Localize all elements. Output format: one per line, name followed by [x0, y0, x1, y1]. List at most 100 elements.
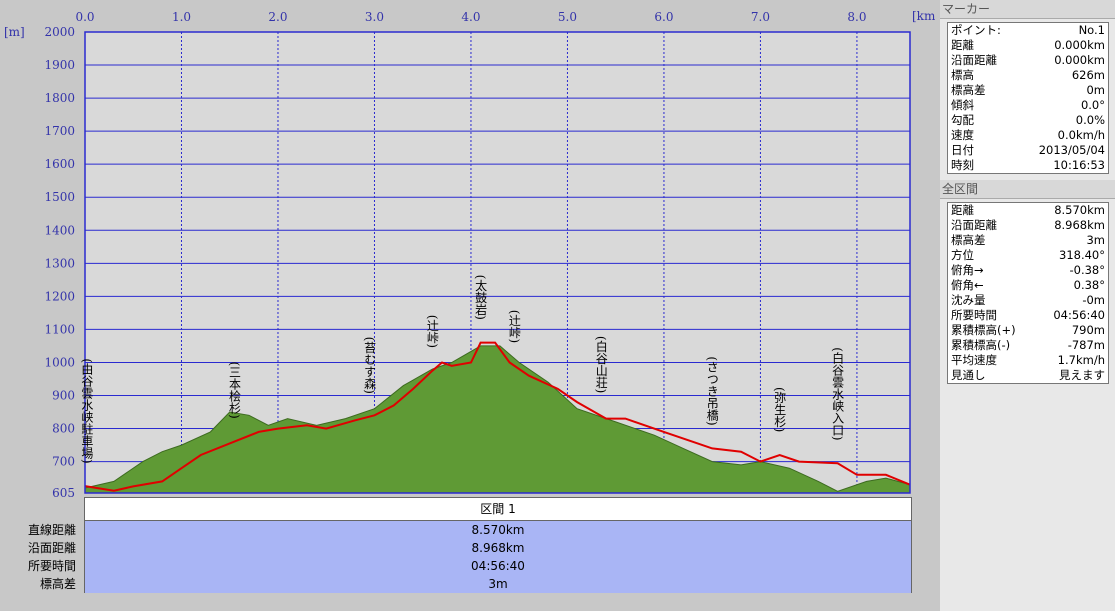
place-label: (白谷雲水峡入口)	[831, 347, 845, 440]
row-value: 0.000km	[1054, 38, 1105, 52]
panel-row: 俯角← 0.38°	[948, 278, 1108, 293]
panel-row: 累積標高(+) 790m	[948, 323, 1108, 338]
row-value: No.1	[1078, 23, 1105, 37]
row-value: 8.968km	[1054, 218, 1105, 232]
y-tick-label: 800	[52, 422, 75, 436]
row-value: 0m	[1086, 83, 1105, 97]
y-tick-label: 900	[52, 389, 75, 403]
row-label: 沿面距離	[951, 53, 997, 67]
x-tick-label: 6.0	[654, 10, 673, 24]
panel-row: 所要時間 04:56:40	[948, 308, 1108, 323]
x-tick-label: 1.0	[172, 10, 191, 24]
section-header: 区間 1	[84, 497, 912, 521]
row-value: 3m	[1086, 233, 1105, 247]
panel-row: 時刻 10:16:53	[948, 158, 1108, 173]
panel-row: 標高差 3m	[948, 233, 1108, 248]
row-label: 距離	[951, 203, 974, 217]
row-label: 時刻	[951, 158, 974, 172]
panel-row: 傾斜 0.0°	[948, 98, 1108, 113]
panel-row: 速度 0.0km/h	[948, 128, 1108, 143]
row-label: 沈み量	[951, 293, 986, 307]
y-tick-label: 1700	[44, 124, 75, 138]
row-value: 1.7km/h	[1057, 353, 1105, 367]
panel-row: 俯角→ -0.38°	[948, 263, 1108, 278]
x-tick-label: 4.0	[461, 10, 480, 24]
y-tick-label: 1900	[44, 58, 75, 72]
row-label: 累積標高(+)	[951, 323, 1016, 337]
row-value: 3m	[84, 575, 912, 593]
panel-row: 沿面距離 0.000km	[948, 53, 1108, 68]
panel-row: 標高差 0m	[948, 83, 1108, 98]
row-label: 距離	[951, 38, 974, 52]
y-tick-label: 700	[52, 455, 75, 469]
y-tick-label: 1300	[44, 256, 75, 270]
y-tick-label: 2000	[44, 25, 75, 39]
y-axis-label: [m]	[4, 25, 25, 39]
panel-row: 距離 8.570km	[948, 203, 1108, 218]
section-row: 沿面距離 8.968km	[28, 539, 912, 557]
y-tick-label: 1800	[44, 91, 75, 105]
terrain-area	[84, 345, 911, 494]
row-value: 0.0°	[1080, 98, 1105, 112]
panel-row: ポイント: No.1	[948, 23, 1108, 38]
panel-table: ポイント: No.1 距離 0.000km 沿面距離 0.000km 標高 626m 標高差 0m…	[947, 22, 1109, 174]
panel-row: 距離 0.000km	[948, 38, 1108, 53]
y-tick-label: 1600	[44, 157, 75, 171]
row-value: 318.40°	[1059, 248, 1105, 262]
y-tick-label: 1200	[44, 289, 75, 303]
x-tick-label: 2.0	[268, 10, 287, 24]
row-value: 8.570km	[1054, 203, 1105, 217]
row-value: 790m	[1071, 323, 1105, 337]
place-label: (さつき吊橋)	[705, 356, 719, 425]
row-label: 標高差	[951, 83, 986, 97]
panel-row: 累積標高(-) -787m	[948, 338, 1108, 353]
panel-row: 方位 318.40°	[948, 248, 1108, 263]
y-tick-label: 1000	[44, 355, 75, 369]
panel-title: 全区間	[940, 180, 1115, 199]
x-tick-label: 0.0	[75, 10, 94, 24]
row-label: 所要時間	[27, 559, 76, 573]
panel-row: 沈み量 -0m	[948, 293, 1108, 308]
x-tick-label: 3.0	[365, 10, 384, 24]
row-label: 標高差	[951, 233, 986, 247]
panel-row: 見通し 見えます	[948, 368, 1108, 383]
y-tick-label: 1400	[44, 223, 75, 237]
row-label: 日付	[951, 143, 974, 157]
row-label: 見通し	[951, 368, 986, 382]
row-label: 平均速度	[951, 353, 997, 367]
section-table: 区間 1 直線距離 8.570km 沿面距離 8.968km 所要時間 04:56:40 標…	[28, 497, 912, 593]
row-value: 10:16:53	[1053, 158, 1105, 172]
row-label: 直線距離	[27, 523, 76, 537]
y-tick-label: 1100	[44, 322, 75, 336]
place-label: (由谷雲水峡駐車場)	[80, 358, 94, 463]
row-label: 俯角←	[951, 278, 984, 292]
row-label: 標高	[951, 68, 974, 82]
section-row: 所要時間 04:56:40	[28, 557, 912, 575]
row-label: ポイント:	[951, 23, 1001, 37]
panel-row: 勾配 0.0%	[948, 113, 1108, 128]
row-label: 沿面距離	[27, 541, 76, 555]
row-value: -0m	[1082, 293, 1105, 307]
x-tick-label: 7.0	[751, 10, 770, 24]
panel-title: マーカー	[940, 0, 1115, 19]
panel-row: 日付 2013/05/04	[948, 143, 1108, 158]
place-label: (辻峠)	[425, 315, 439, 348]
track-line	[84, 341, 911, 492]
row-value: -787m	[1067, 338, 1105, 352]
row-value: 626m	[1071, 68, 1105, 82]
x-tick-label: 5.0	[558, 10, 577, 24]
row-value: 04:56:40	[1053, 308, 1105, 322]
row-label: 沿面距離	[951, 218, 997, 232]
chart: [m] [km] 605 700 800 900 1000 1100 1200 1300 140…	[4, 9, 935, 497]
place-label: (三本桧杉)	[228, 362, 242, 419]
side-panel: マーカー ポイント: No.1 距離 0.000km 沿面距離 0.000km 標高 626m 標…	[940, 0, 1115, 611]
plot-border	[84, 31, 911, 494]
y-tick-label: 1500	[44, 190, 75, 204]
row-value: 0.000km	[1054, 53, 1105, 67]
place-label: (弥生杉)	[773, 387, 787, 432]
y-tick-label: 605	[52, 486, 75, 497]
row-value: 0.0%	[1075, 113, 1105, 127]
row-label: 俯角→	[951, 263, 984, 277]
row-label: 勾配	[951, 113, 974, 127]
